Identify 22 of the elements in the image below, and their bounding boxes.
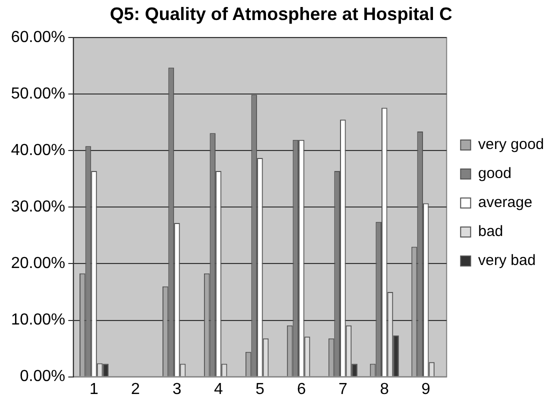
x-tick-label: 2 (131, 380, 140, 398)
x-tick-label: 1 (90, 380, 99, 398)
legend-label: very bad (478, 252, 536, 270)
y-tick-label: 60.00% (11, 29, 66, 46)
y-tick-label: 10.00% (11, 312, 66, 329)
x-tick-label: 8 (380, 380, 389, 398)
legend-label: bad (478, 223, 504, 240)
x-tick-label: 3 (172, 380, 182, 398)
y-tick-label: 20.00% (11, 255, 66, 272)
y-tick-label: 30.00% (11, 198, 66, 216)
y-tick-label: 50.00% (11, 86, 66, 103)
x-tick-label: 7 (338, 380, 348, 398)
legend-label: good (478, 165, 512, 182)
chart-title: Q5: Quality of Atmosphere at Hospital C (110, 4, 452, 24)
x-tick-label: 5 (255, 380, 264, 398)
x-tick-label: 4 (214, 380, 224, 398)
legend-label: average (478, 194, 532, 212)
x-tick-label: 6 (296, 380, 306, 398)
x-tick-label: 9 (421, 380, 430, 398)
legend-label: very good (478, 136, 544, 154)
y-tick-label: 40.00% (11, 142, 66, 160)
y-tick-label: 0.00% (20, 368, 66, 386)
